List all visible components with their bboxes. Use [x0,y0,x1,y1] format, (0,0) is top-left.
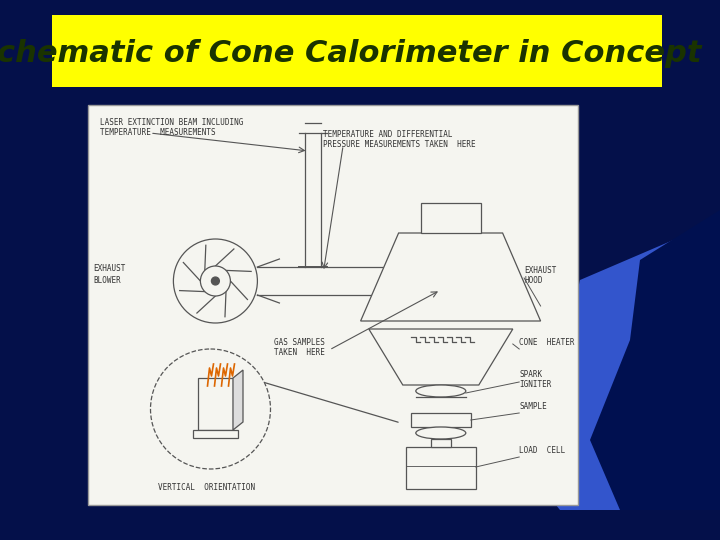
Bar [88,105,578,505]
Ellipse shape [416,427,466,439]
Text: VERTICAL  ORIENTATION: VERTICAL ORIENTATION [158,483,256,492]
Circle shape [174,239,258,323]
Bar [193,430,238,438]
Bar [411,413,471,427]
Bar [198,378,233,430]
Text: BLOWER: BLOWER [93,276,121,285]
Text: SPARK: SPARK [519,370,542,379]
Text: PRESSURE MEASUREMENTS TAKEN  HERE: PRESSURE MEASUREMENTS TAKEN HERE [323,140,476,149]
Polygon shape [430,108,505,138]
Circle shape [212,277,220,285]
Text: EXHAUST: EXHAUST [93,264,125,273]
Polygon shape [590,210,720,510]
Circle shape [150,349,271,469]
Bar [420,203,481,233]
Polygon shape [369,329,513,385]
Text: LASER EXTINCTION BEAM INCLUDING: LASER EXTINCTION BEAM INCLUDING [100,118,243,127]
Polygon shape [520,220,720,510]
Text: GAS SAMPLES: GAS SAMPLES [274,338,325,347]
Ellipse shape [416,385,466,397]
Polygon shape [361,233,541,321]
Text: SAMPLE: SAMPLE [519,402,547,411]
Text: TEMPERATURE AND DIFFERENTIAL: TEMPERATURE AND DIFFERENTIAL [323,130,453,139]
Text: EXHAUST: EXHAUST [524,266,557,275]
Text: IGNITER: IGNITER [519,380,552,389]
Text: HOOD: HOOD [524,276,543,285]
Text: Schematic of Cone Calorimeter in Concept: Schematic of Cone Calorimeter in Concept [0,38,702,68]
Text: LOAD  CELL: LOAD CELL [519,446,565,455]
Bar [52,15,662,87]
Text: TAKEN  HERE: TAKEN HERE [274,348,325,357]
Text: CONE  HEATER: CONE HEATER [519,338,575,347]
Bar [431,439,451,447]
Circle shape [200,266,230,296]
Polygon shape [233,370,243,430]
Text: TEMPERATURE  MEASUREMENTS: TEMPERATURE MEASUREMENTS [100,128,215,137]
Bar [406,447,476,489]
